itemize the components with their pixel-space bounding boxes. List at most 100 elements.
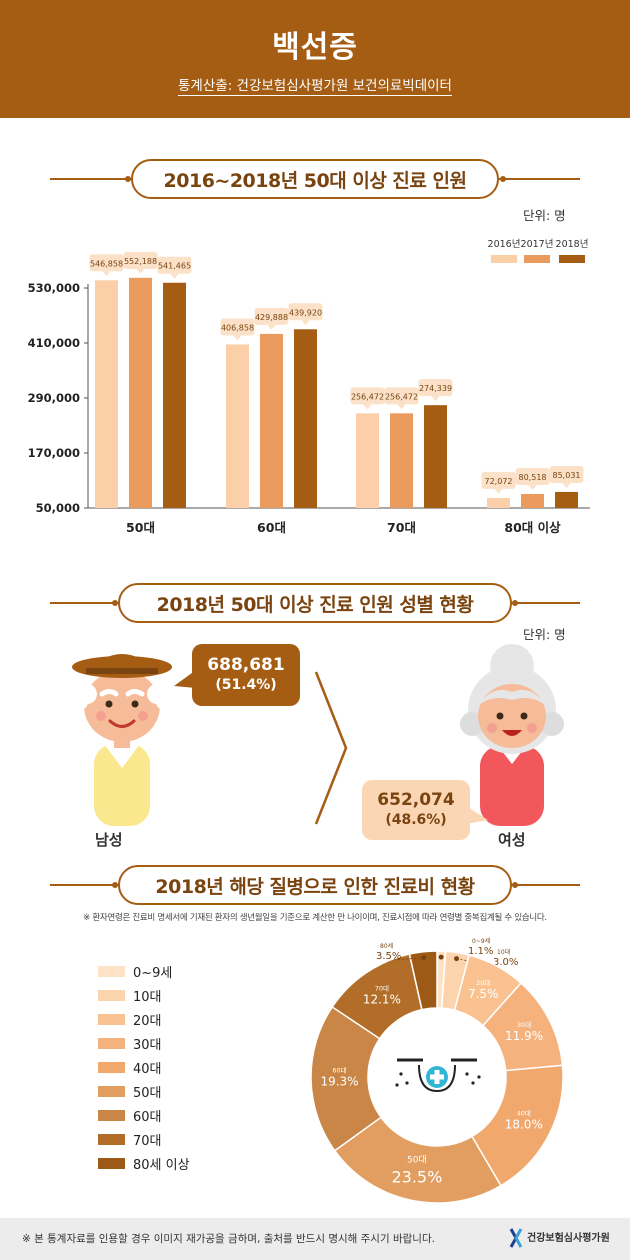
section3-dot-right [512,882,518,888]
skin-spot-icon [465,1072,469,1076]
bar-value-label-pointer [301,320,310,326]
male-value: 688,681 [207,655,285,675]
section3-title: 2018년 해당 질병으로 인한 진료비 현황 [118,865,512,905]
donut-legend-item: 50대 [98,1080,162,1102]
bar-chart: 50,000 170,000 290,000 410,000 530,000 546,85… [28,251,590,535]
donut-legend-label: 30대 [133,1037,162,1053]
bar [294,329,317,508]
donut-legend-swatch [98,965,125,977]
section2-dot-left [112,600,118,606]
bar-value-label-box [418,379,453,397]
y-tick-label: 170,000 [28,446,80,460]
bar-value-label-pointer [431,396,440,402]
bar-value-label: 80,518 [519,473,547,482]
bar-value-label: 256,472 [351,392,384,401]
donut-legend-swatch [98,1085,125,1097]
bar [129,277,152,508]
donut-slice-percent: 18.0% [505,1117,543,1131]
male-label: 남성 [95,831,123,849]
bar-value-label: 85,031 [553,471,581,480]
y-tick-label: 50,000 [36,501,80,515]
section1-dot-right [500,176,506,182]
donut-legend-item: 60대 [98,1104,162,1126]
section1-title: 2016~2018년 50대 이상 진료 인원 [131,159,499,199]
bar-value-label: 552,188 [124,257,157,266]
donut-legend-swatch [98,1013,125,1025]
source-text: 통계산출: 건강보험심사평가원 보건의료빅데이터 [178,78,452,96]
donut-slice-name: 50대 [407,1154,427,1165]
section2-unit: 단위: 명 [523,627,566,642]
female-percent: (48.6%) [385,812,447,828]
legend-2018-swatch [559,255,585,263]
section2-dot-right [512,600,518,606]
male-percent: (51.4%) [215,677,277,693]
skin-spot-icon [471,1081,475,1085]
bar-value-label: 406,858 [221,323,254,332]
bar-value-label-pointer [233,335,242,341]
bar-value-label: 439,920 [289,308,322,317]
bar [356,413,379,508]
greater-than-sign [314,671,348,825]
donut-slice-percent: 11.9% [505,1029,543,1043]
x-category-label: 80대 이상 [504,520,561,535]
bar-value-label-box [157,256,192,274]
source-line: 통계산출: 건강보험심사평가원 보건의료빅데이터 [0,74,630,96]
age-note: ※ 환자연령은 진료비 명세서에 기재된 환자의 생년월일을 기준으로 계산한 … [83,913,547,923]
legend-2018: 2018년 [552,236,592,263]
legend-2017-swatch [524,255,550,263]
footer-note: ※ 본 통계자료를 인용할 경우 이미지 재가공을 금하며, 출처를 반드시 명… [22,1233,435,1245]
donut-legend-item: 10대 [98,984,162,1006]
bar-value-label-box [288,303,323,321]
bar [424,405,447,508]
donut-slice-name: 80세 [380,942,393,950]
bar [163,282,186,508]
legend-2018-label: 2018년 [555,239,589,250]
bar-value-label-box [254,307,289,325]
bar-value-label-box [384,387,419,405]
bar-value-label-box [515,468,550,486]
bar-value-label-pointer [397,404,406,410]
section3-dot-left [112,882,118,888]
skin-spot-icon [399,1072,403,1076]
donut-legend-swatch [98,1109,125,1121]
donut-legend-label: 80세 이상 [133,1157,190,1173]
female-figure [460,644,564,826]
bar-value-label-pointer [267,324,276,330]
bar-value-label-pointer [528,485,537,491]
medical-cross-icon [430,1074,444,1080]
y-tick-label: 290,000 [28,391,80,405]
bar-value-label-pointer [363,404,372,410]
legend-2017-label: 2017년 [520,239,554,250]
bar-value-label-pointer [170,273,179,279]
donut-slice-name: 30대 [517,1021,531,1029]
female-label: 여성 [498,831,526,849]
section2-title: 2018년 50대 이상 진료 인원 성별 현황 [118,583,512,623]
legend-2017: 2017년 [517,236,557,263]
donut-legend-label: 50대 [133,1085,162,1101]
x-category-label: 60대 [257,520,286,535]
bar-value-label-box [123,251,158,269]
bar [555,491,578,508]
bar-value-label-box [549,465,584,483]
donut-legend-label: 20대 [133,1013,162,1029]
donut-legend-item: 20대 [98,1008,162,1030]
bar-value-label-box [220,318,255,336]
male-bubble-tail [174,670,196,688]
bar [95,280,118,508]
male-value-bubble: 688,681 (51.4%) [192,644,300,706]
donut-legend-item: 40대 [98,1056,162,1078]
bar-value-label: 541,465 [158,262,191,271]
bar [487,497,510,508]
x-category-label: 70대 [387,520,416,535]
donut-slice-name: 20대 [476,979,490,987]
donut-slice [333,1116,502,1204]
donut-slice-name: 60대 [332,1067,346,1075]
bar-value-label-box [481,471,516,489]
nose-outline-icon [418,1064,456,1093]
bar-value-label: 274,339 [419,384,452,393]
bar-value-label: 256,472 [385,392,418,401]
donut-slice-percent: 23.5% [391,1167,442,1186]
bar-value-label: 546,858 [90,259,123,268]
